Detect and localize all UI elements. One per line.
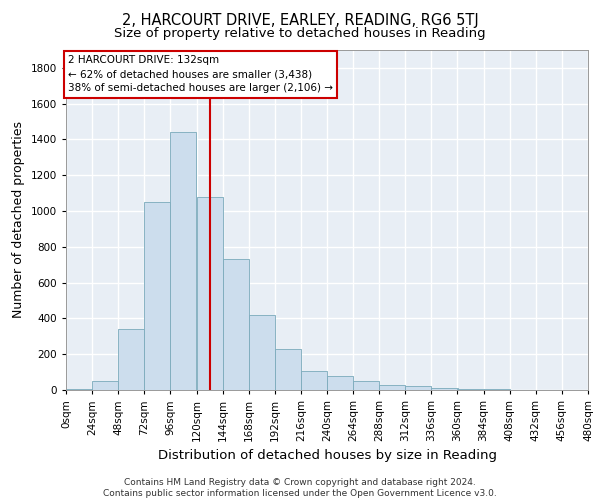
Bar	[170, 132, 196, 390]
Bar	[118, 329, 144, 390]
Bar	[223, 260, 249, 390]
Y-axis label: Number of detached properties: Number of detached properties	[12, 122, 25, 318]
Bar	[275, 349, 301, 390]
Bar	[484, 389, 510, 390]
Text: Size of property relative to detached houses in Reading: Size of property relative to detached ho…	[114, 28, 486, 40]
Text: 2, HARCOURT DRIVE, EARLEY, READING, RG6 5TJ: 2, HARCOURT DRIVE, EARLEY, READING, RG6 …	[122, 12, 478, 28]
Bar	[353, 381, 379, 390]
Text: Contains HM Land Registry data © Crown copyright and database right 2024.
Contai: Contains HM Land Registry data © Crown c…	[103, 478, 497, 498]
Bar	[457, 389, 484, 390]
Bar	[66, 389, 92, 390]
Bar	[197, 196, 223, 390]
Bar	[301, 371, 327, 390]
Bar	[406, 386, 431, 390]
Bar	[327, 376, 353, 390]
Bar	[145, 202, 170, 390]
Bar	[379, 384, 406, 390]
X-axis label: Distribution of detached houses by size in Reading: Distribution of detached houses by size …	[157, 450, 497, 462]
Text: 2 HARCOURT DRIVE: 132sqm
← 62% of detached houses are smaller (3,438)
38% of sem: 2 HARCOURT DRIVE: 132sqm ← 62% of detach…	[68, 56, 333, 94]
Bar	[431, 388, 458, 390]
Bar	[92, 381, 118, 390]
Bar	[249, 315, 275, 390]
